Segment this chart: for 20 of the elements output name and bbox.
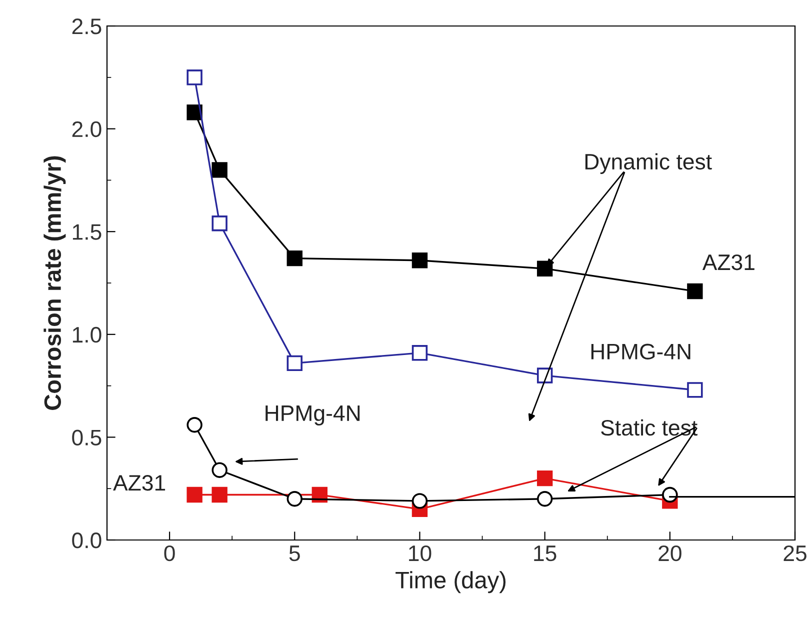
x-axis-title: Time (day) xyxy=(396,571,506,594)
annotation: HPMG-4N xyxy=(591,344,690,360)
x-tick-label: 5 xyxy=(289,546,300,562)
y-tick-label: 2.5 xyxy=(72,18,102,34)
y-tick-label: 2.0 xyxy=(72,121,102,138)
x-tick-label: 15 xyxy=(534,546,556,562)
annotation: AZ31 xyxy=(702,254,754,270)
annotation: Dynamic test xyxy=(585,153,712,174)
y-axis-title: Corrosion rate (mm/yr) xyxy=(44,156,66,410)
x-tick-label: 10 xyxy=(409,545,432,562)
x-tick-label: 20 xyxy=(658,545,682,562)
x-tick-label: 25 xyxy=(784,545,806,562)
y-tick-label: 1.0 xyxy=(72,326,102,343)
y-tick-label: 0.0 xyxy=(72,532,102,548)
x-tick-label: 0 xyxy=(164,545,175,562)
annotation: HPMg-4N xyxy=(266,406,360,426)
annotation: Static test xyxy=(601,419,698,436)
annotation: AZ31 xyxy=(113,474,166,491)
y-tick-label: 0.5 xyxy=(72,430,102,446)
y-tick-label: 1.5 xyxy=(72,224,102,240)
